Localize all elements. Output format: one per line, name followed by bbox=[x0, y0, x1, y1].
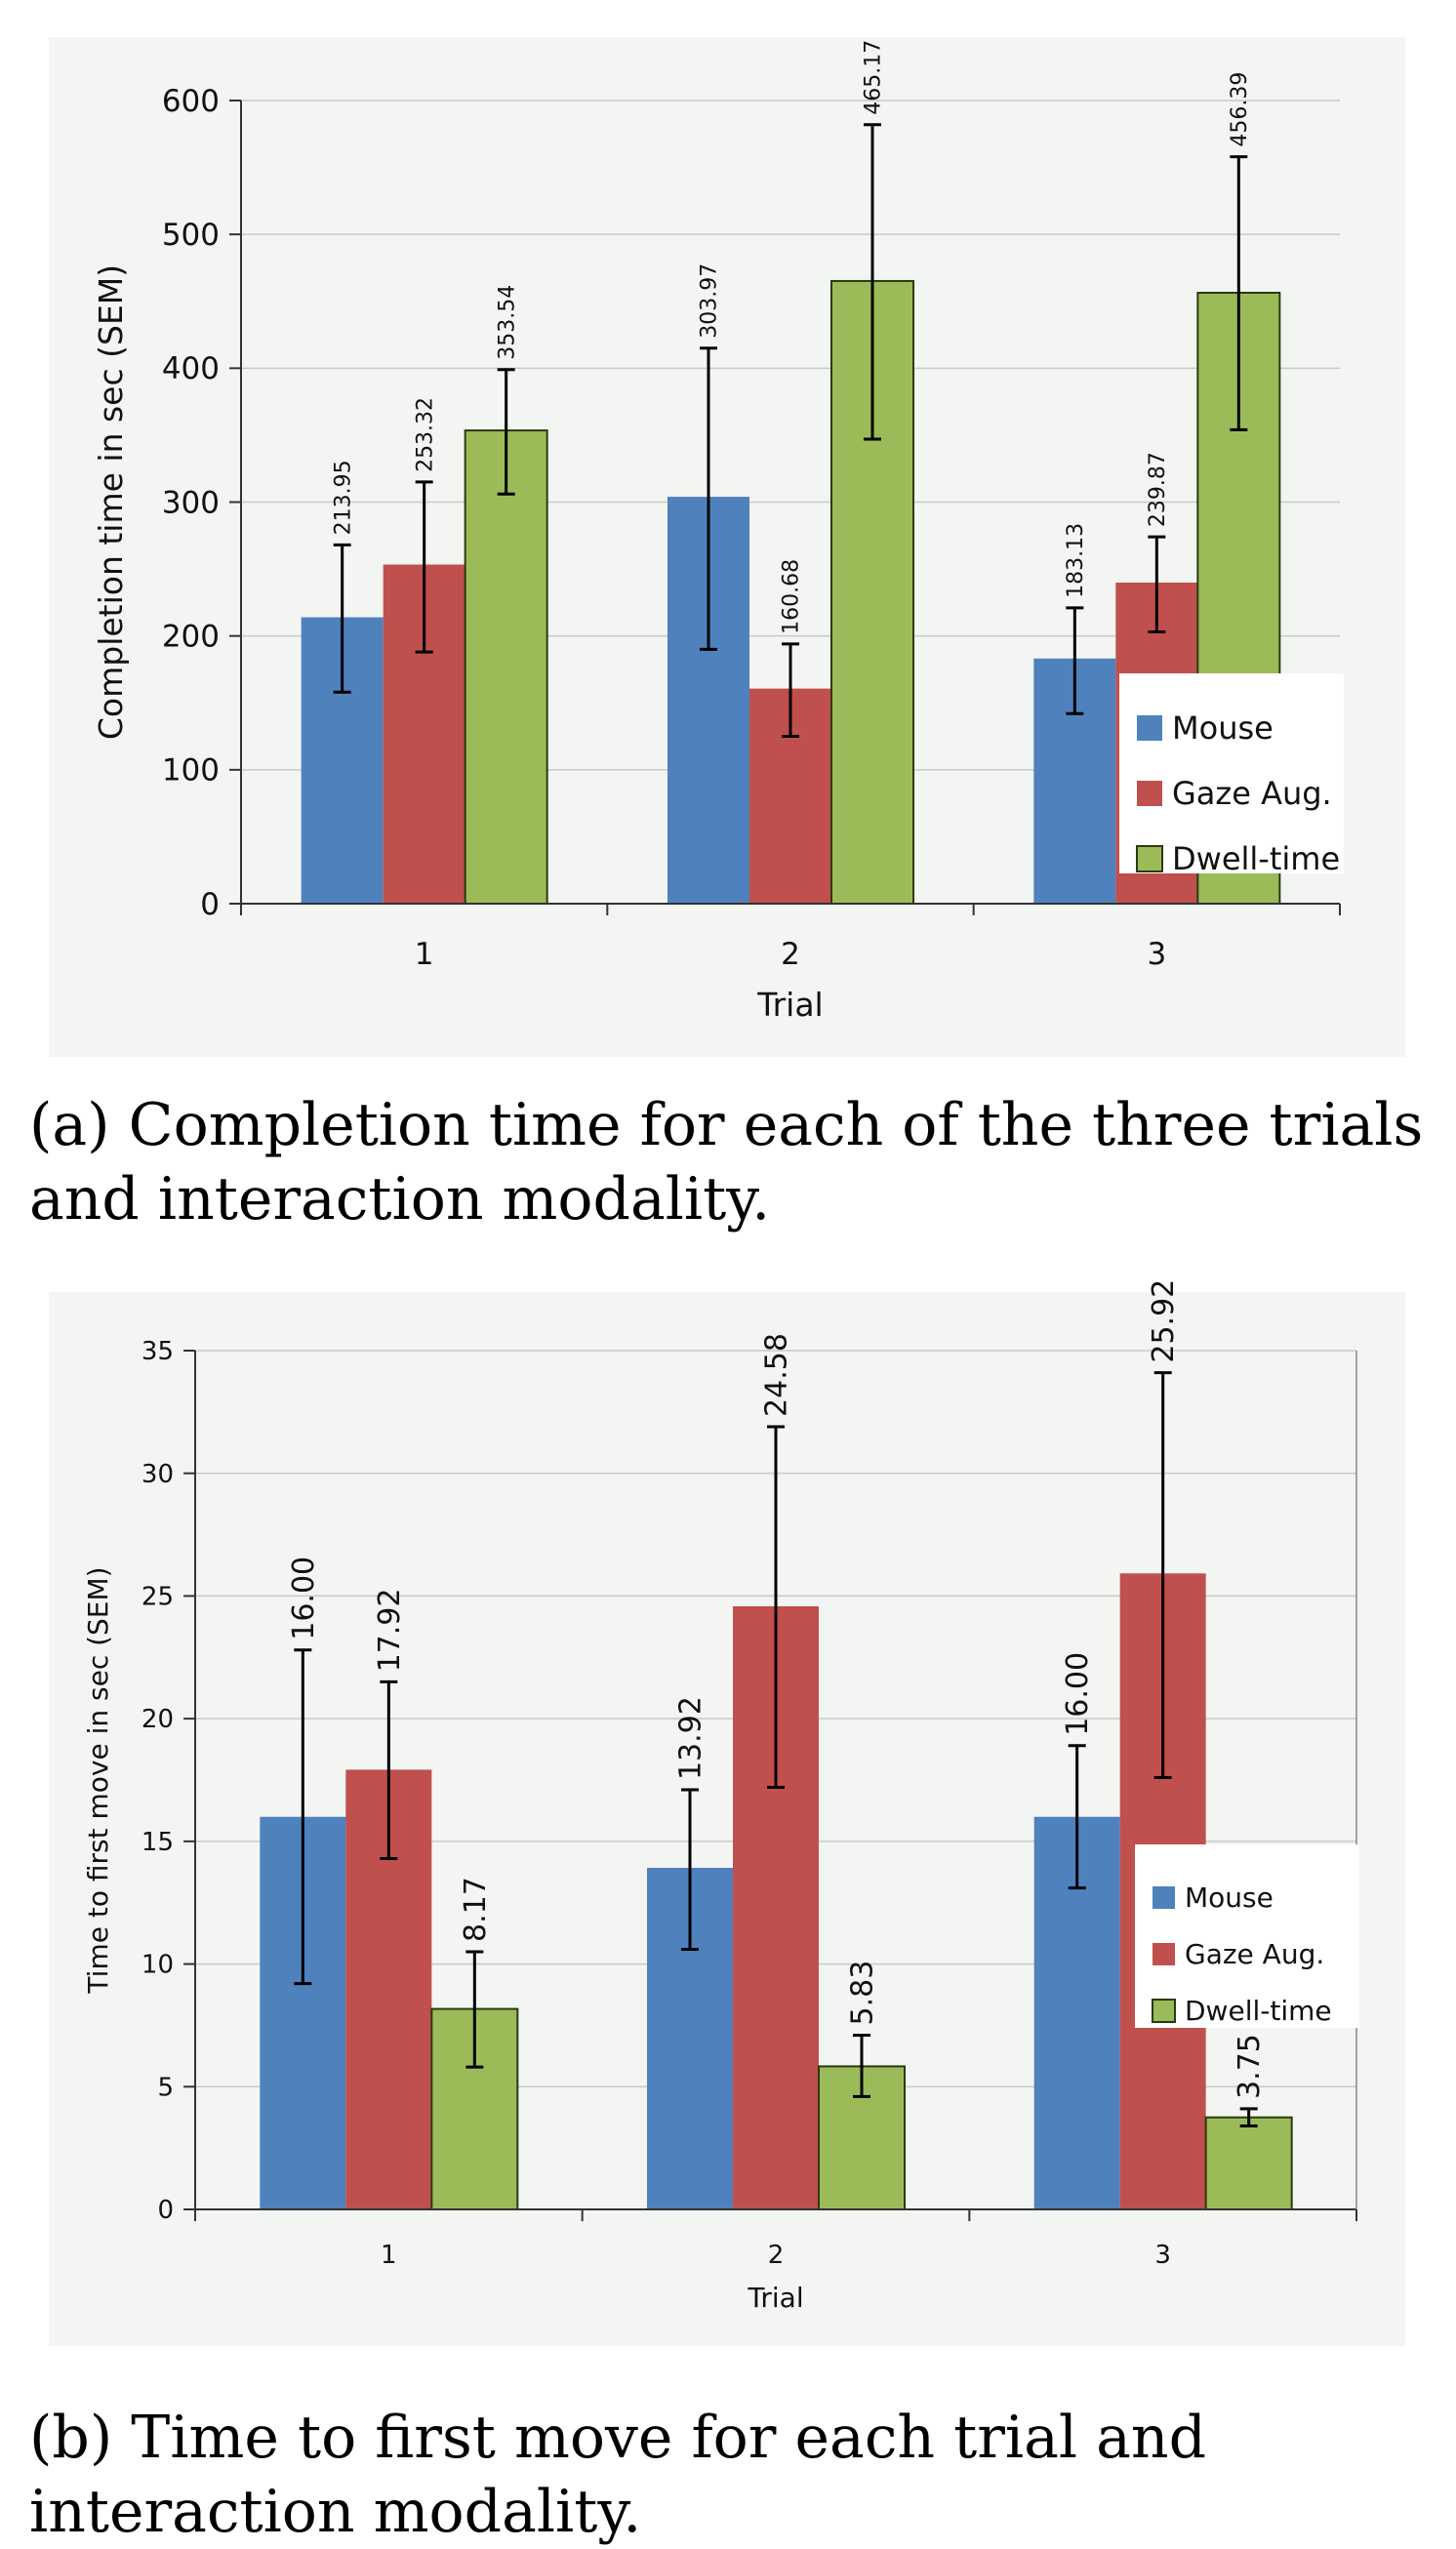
bar bbox=[1204, 2116, 1293, 2211]
legend-label: Dwell-time bbox=[1185, 1995, 1332, 2027]
chart-panel-b: 0 5 10 15 20 25 30 35 16.00 17.92 8.17 1 13.92 24.58 5… bbox=[49, 1279, 1405, 2346]
y-tick-label: 500 bbox=[162, 218, 220, 253]
y-tick-label: 0 bbox=[157, 2196, 174, 2225]
data-label: 303.97 bbox=[698, 263, 722, 339]
data-label: 239.87 bbox=[1146, 452, 1170, 527]
legend-label: Dwell-time bbox=[1172, 840, 1340, 877]
legend: Mouse Gaze Aug. Dwell-time bbox=[1135, 1844, 1359, 2028]
x-tick-label: 1 bbox=[415, 937, 434, 972]
y-tick-label: 35 bbox=[142, 1337, 174, 1366]
legend-swatch bbox=[1137, 715, 1162, 741]
data-label: 213.95 bbox=[331, 460, 355, 535]
legend-swatch bbox=[1136, 845, 1163, 872]
x-tick-label: 1 bbox=[381, 2241, 397, 2270]
x-tick-label: 3 bbox=[1154, 2241, 1171, 2270]
y-tick-label: 25 bbox=[142, 1583, 174, 1612]
y-axis-title: Completion time in sec (SEM) bbox=[92, 264, 130, 740]
legend-swatch bbox=[1137, 781, 1162, 806]
data-label: 17.92 bbox=[373, 1589, 407, 1673]
legend-box bbox=[1119, 673, 1344, 873]
bar bbox=[464, 429, 548, 905]
caption-b: (b) Time to first move for each trial an… bbox=[29, 2404, 1206, 2546]
legend-swatch bbox=[1153, 1943, 1175, 1965]
caption-a: (a) Completion time for each of the thre… bbox=[29, 1091, 1424, 1234]
legend-label: Mouse bbox=[1172, 709, 1274, 747]
data-label: 25.92 bbox=[1147, 1279, 1181, 1363]
y-tick-label: 600 bbox=[162, 84, 220, 119]
legend-swatch bbox=[1153, 1886, 1175, 1909]
legend-label: Mouse bbox=[1185, 1881, 1274, 1914]
data-label: 160.68 bbox=[780, 559, 804, 634]
y-tick-label: 400 bbox=[162, 351, 220, 386]
data-label: 16.00 bbox=[1061, 1652, 1095, 1736]
x-tick-label: 3 bbox=[1147, 937, 1166, 972]
data-label: 456.39 bbox=[1228, 72, 1252, 147]
y-tick-label: 200 bbox=[162, 620, 220, 655]
data-label: 3.75 bbox=[1233, 2034, 1267, 2099]
data-label: 24.58 bbox=[760, 1333, 794, 1417]
data-label: 5.83 bbox=[846, 1961, 880, 2026]
y-tick-label: 20 bbox=[142, 1705, 174, 1734]
y-tick-label: 100 bbox=[162, 753, 220, 789]
chart-panel-a: 0 100 200 300 400 500 600 213.95 253.32 353.54 1 30… bbox=[49, 37, 1405, 1057]
y-tick-label: 300 bbox=[162, 485, 220, 520]
data-label: 16.00 bbox=[287, 1557, 321, 1640]
data-label: 13.92 bbox=[674, 1696, 708, 1780]
chart-a: 0 100 200 300 400 500 600 213.95 253.32 353.54 1 30… bbox=[92, 40, 1344, 1024]
y-tick-label: 15 bbox=[142, 1828, 174, 1857]
chart-b: 0 5 10 15 20 25 30 35 16.00 17.92 8.17 1 13.92 24.58 5… bbox=[82, 1279, 1359, 2314]
legend-swatch bbox=[1152, 1999, 1176, 2023]
data-label: 465.17 bbox=[862, 40, 886, 115]
data-label: 183.13 bbox=[1064, 523, 1088, 598]
data-label: 253.32 bbox=[413, 397, 437, 472]
y-tick-label: 30 bbox=[142, 1460, 174, 1489]
y-tick-label: 10 bbox=[142, 1951, 174, 1980]
legend: Mouse Gaze Aug. Dwell-time bbox=[1119, 673, 1344, 877]
legend-label: Gaze Aug. bbox=[1185, 1938, 1324, 1970]
legend-box bbox=[1135, 1844, 1359, 2028]
legend-label: Gaze Aug. bbox=[1172, 775, 1332, 812]
data-label: 8.17 bbox=[459, 1877, 493, 1942]
x-axis-title: Trial bbox=[756, 986, 823, 1024]
x-axis-title: Trial bbox=[747, 2282, 803, 2314]
y-tick-label: 0 bbox=[200, 887, 220, 922]
data-label: 353.54 bbox=[495, 285, 519, 360]
x-tick-label: 2 bbox=[768, 2241, 785, 2270]
x-tick-label: 2 bbox=[781, 937, 800, 972]
y-axis-title: Time to first move in sec (SEM) bbox=[82, 1566, 114, 1994]
y-tick-label: 5 bbox=[157, 2073, 174, 2102]
